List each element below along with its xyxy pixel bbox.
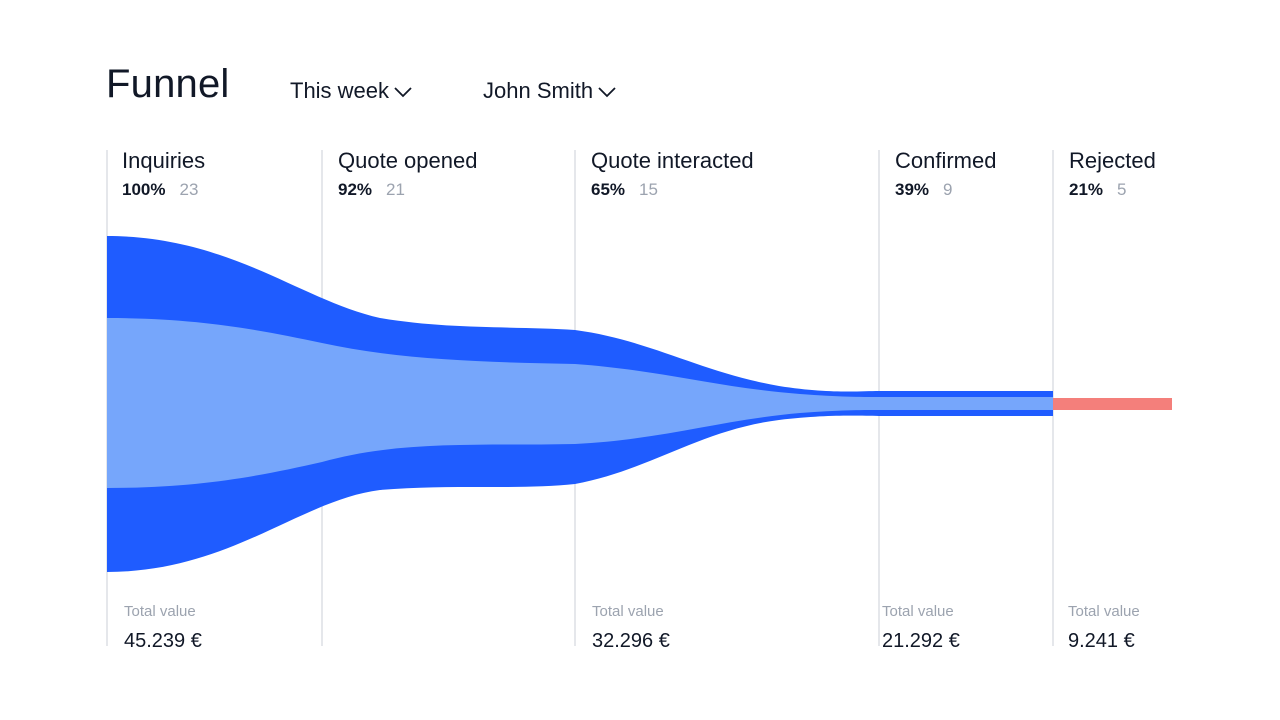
stage-percent: 65% bbox=[591, 180, 626, 199]
total-inquiries: Total value 45.239 € bbox=[124, 602, 202, 656]
stage-rejected: Rejected 21% 5 bbox=[1069, 146, 1156, 202]
user-filter-dropdown[interactable]: John Smith bbox=[483, 76, 617, 106]
chevron-down-icon bbox=[394, 87, 412, 98]
stage-quote-interacted: Quote interacted 65% 15 bbox=[591, 146, 754, 202]
chevron-down-icon bbox=[598, 87, 616, 98]
stage-percent: 21% bbox=[1069, 180, 1104, 199]
total-label: Total value bbox=[1068, 603, 1140, 620]
stage-name: Quote opened bbox=[338, 148, 478, 173]
funnel-inner-band bbox=[107, 318, 1053, 488]
total-rejected: Total value 9.241 € bbox=[1068, 602, 1140, 656]
total-label: Total value bbox=[592, 603, 664, 620]
total-confirmed: Total value 21.292 € bbox=[882, 602, 960, 656]
stage-count: 21 bbox=[386, 180, 405, 199]
stage-count: 23 bbox=[179, 180, 199, 199]
stage-percent: 100% bbox=[122, 180, 166, 199]
user-filter-label: John Smith bbox=[483, 78, 594, 103]
stage-count: 9 bbox=[943, 180, 953, 199]
page-title: Funnel bbox=[106, 62, 230, 106]
total-value: 45.239 € bbox=[124, 630, 202, 652]
stage-percent: 39% bbox=[895, 180, 930, 199]
stage-name: Inquiries bbox=[122, 148, 206, 173]
stage-name: Quote interacted bbox=[591, 148, 754, 173]
stage-count: 15 bbox=[639, 180, 658, 199]
stage-percent: 92% bbox=[338, 180, 373, 199]
period-filter-dropdown[interactable]: This week bbox=[290, 76, 413, 106]
total-value: 21.292 € bbox=[882, 630, 960, 652]
stage-name: Rejected bbox=[1069, 148, 1156, 173]
total-label: Total value bbox=[124, 603, 196, 620]
total-label: Total value bbox=[882, 603, 954, 620]
stage-quote-opened: Quote opened 92% 21 bbox=[338, 146, 477, 202]
total-value: 32.296 € bbox=[592, 630, 670, 652]
stage-confirmed: Confirmed 39% 9 bbox=[895, 146, 996, 202]
stage-inquiries: Inquiries 100% 23 bbox=[122, 146, 205, 202]
stage-count: 5 bbox=[1117, 180, 1127, 199]
funnel-rejected-bar bbox=[1053, 398, 1172, 410]
total-quote-interacted: Total value 32.296 € bbox=[592, 602, 670, 656]
stage-name: Confirmed bbox=[895, 148, 997, 173]
total-value: 9.241 € bbox=[1068, 630, 1135, 652]
period-filter-label: This week bbox=[290, 78, 390, 103]
